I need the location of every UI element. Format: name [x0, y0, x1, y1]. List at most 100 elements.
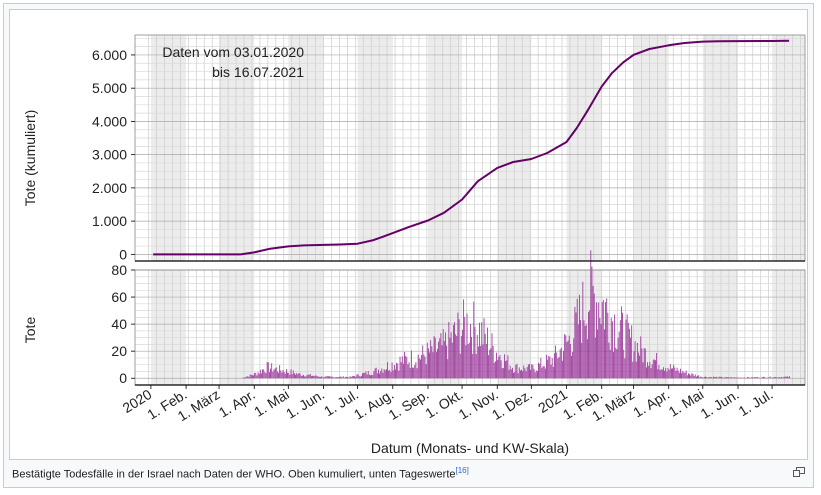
daily-deaths-bar: [312, 375, 313, 379]
daily-deaths-bar: [653, 359, 655, 379]
daily-deaths-bar: [731, 377, 733, 379]
daily-deaths-bar: [650, 368, 652, 379]
daily-deaths-bar: [289, 374, 291, 379]
daily-deaths-bar: [772, 377, 773, 379]
daily-deaths-bar: [730, 377, 731, 379]
daily-deaths-bar: [387, 362, 388, 379]
daily-deaths-bar: [744, 377, 746, 379]
daily-deaths-bar: [426, 342, 428, 379]
x-tick-label: 1. Apr.: [630, 386, 672, 421]
daily-deaths-bar: [576, 298, 578, 379]
daily-deaths-bar: [706, 377, 708, 379]
daily-deaths-bar: [652, 359, 654, 379]
daily-deaths-bar: [548, 355, 550, 379]
daily-deaths-bar: [656, 353, 658, 379]
daily-deaths-bar: [450, 332, 452, 379]
daily-deaths-bar: [668, 369, 670, 379]
daily-deaths-bar: [762, 376, 764, 379]
daily-deaths-bar: [596, 302, 597, 379]
daily-deaths-bar: [283, 372, 285, 379]
daily-deaths-bar: [282, 369, 284, 379]
daily-deaths-bar: [614, 314, 616, 379]
daily-deaths-bar: [462, 329, 463, 379]
daily-deaths-bar: [725, 376, 727, 379]
daily-deaths-bar: [692, 373, 694, 379]
daily-deaths-bar: [547, 359, 549, 379]
enlarge-icon[interactable]: [793, 467, 805, 477]
daily-deaths-bar: [297, 374, 299, 379]
daily-deaths-bar: [357, 373, 359, 379]
daily-deaths-bar: [776, 377, 778, 379]
daily-deaths-bar: [246, 376, 248, 379]
daily-deaths-bar: [474, 327, 476, 379]
daily-deaths-bar: [262, 369, 264, 379]
daily-deaths-bar: [646, 367, 647, 379]
daily-deaths-bar: [342, 376, 344, 379]
daily-deaths-bar: [296, 373, 298, 379]
y-tick-label-bottom: 20: [111, 343, 127, 359]
daily-deaths-bar: [644, 348, 646, 379]
daily-deaths-bar: [677, 370, 679, 379]
caption-reference-link[interactable]: [16]: [455, 466, 469, 475]
daily-deaths-bar: [365, 371, 367, 379]
daily-deaths-bar: [467, 344, 469, 379]
daily-deaths-bar: [601, 302, 603, 379]
daily-deaths-bar: [278, 372, 279, 379]
daily-deaths-bar: [366, 374, 368, 379]
daily-deaths-bar: [244, 377, 245, 379]
daily-deaths-bar: [743, 377, 745, 379]
daily-deaths-bar: [314, 376, 316, 379]
daily-deaths-bar: [598, 302, 600, 379]
daily-deaths-bar: [509, 365, 511, 379]
daily-deaths-bar: [761, 376, 763, 379]
daily-deaths-bar: [647, 362, 648, 379]
month-band-bottom: [150, 270, 187, 385]
daily-deaths-bar: [557, 358, 559, 379]
daily-deaths-bar: [693, 376, 695, 379]
y-tick-label-top: 6.000: [92, 47, 127, 63]
x-tick-label: 1. Jun.: [697, 386, 741, 422]
y-tick-label-top: 1.000: [92, 213, 127, 229]
daily-deaths-bar: [248, 376, 250, 379]
daily-deaths-bar: [258, 373, 260, 379]
daily-deaths-bar: [483, 318, 485, 379]
daily-deaths-bar: [516, 363, 518, 379]
daily-deaths-bar: [608, 342, 610, 379]
daily-deaths-bar: [266, 362, 268, 379]
daily-deaths-bar: [736, 377, 738, 379]
month-band-top: [772, 35, 805, 261]
daily-deaths-bar: [640, 336, 642, 379]
daily-deaths-bar: [452, 325, 454, 379]
daily-deaths-bar: [351, 375, 353, 379]
daily-deaths-bar: [388, 370, 390, 379]
daily-deaths-bar: [281, 372, 283, 379]
daily-deaths-bar: [315, 375, 317, 379]
daily-deaths-bar: [479, 322, 480, 379]
daily-deaths-bar: [295, 374, 296, 379]
daily-deaths-bar: [571, 356, 572, 379]
daily-deaths-bar: [501, 368, 503, 379]
daily-deaths-bar: [753, 377, 755, 379]
daily-deaths-bar: [423, 354, 425, 379]
cumulative-deaths-line: [153, 39, 790, 256]
daily-deaths-bar: [727, 377, 729, 379]
daily-deaths-bar: [512, 367, 513, 379]
daily-deaths-bar: [382, 372, 384, 379]
daily-deaths-bar: [320, 377, 321, 379]
daily-deaths-bar: [728, 377, 730, 379]
daily-deaths-bar: [482, 344, 484, 379]
daily-deaths-bar: [265, 373, 267, 379]
daily-deaths-bar: [600, 324, 602, 379]
daily-deaths-bar: [585, 324, 587, 379]
daily-deaths-bar: [697, 375, 698, 379]
daily-deaths-bar: [259, 369, 261, 379]
daily-deaths-bar: [778, 377, 780, 379]
daily-deaths-bar: [764, 377, 765, 379]
daily-deaths-bar: [301, 375, 303, 379]
daily-deaths-bar: [517, 373, 519, 379]
daily-deaths-bar: [702, 377, 704, 379]
y-tick-label-top: 2.000: [92, 180, 127, 196]
daily-deaths-bar: [360, 375, 362, 379]
daily-deaths-bar: [622, 312, 624, 379]
daily-deaths-bar: [716, 376, 718, 379]
